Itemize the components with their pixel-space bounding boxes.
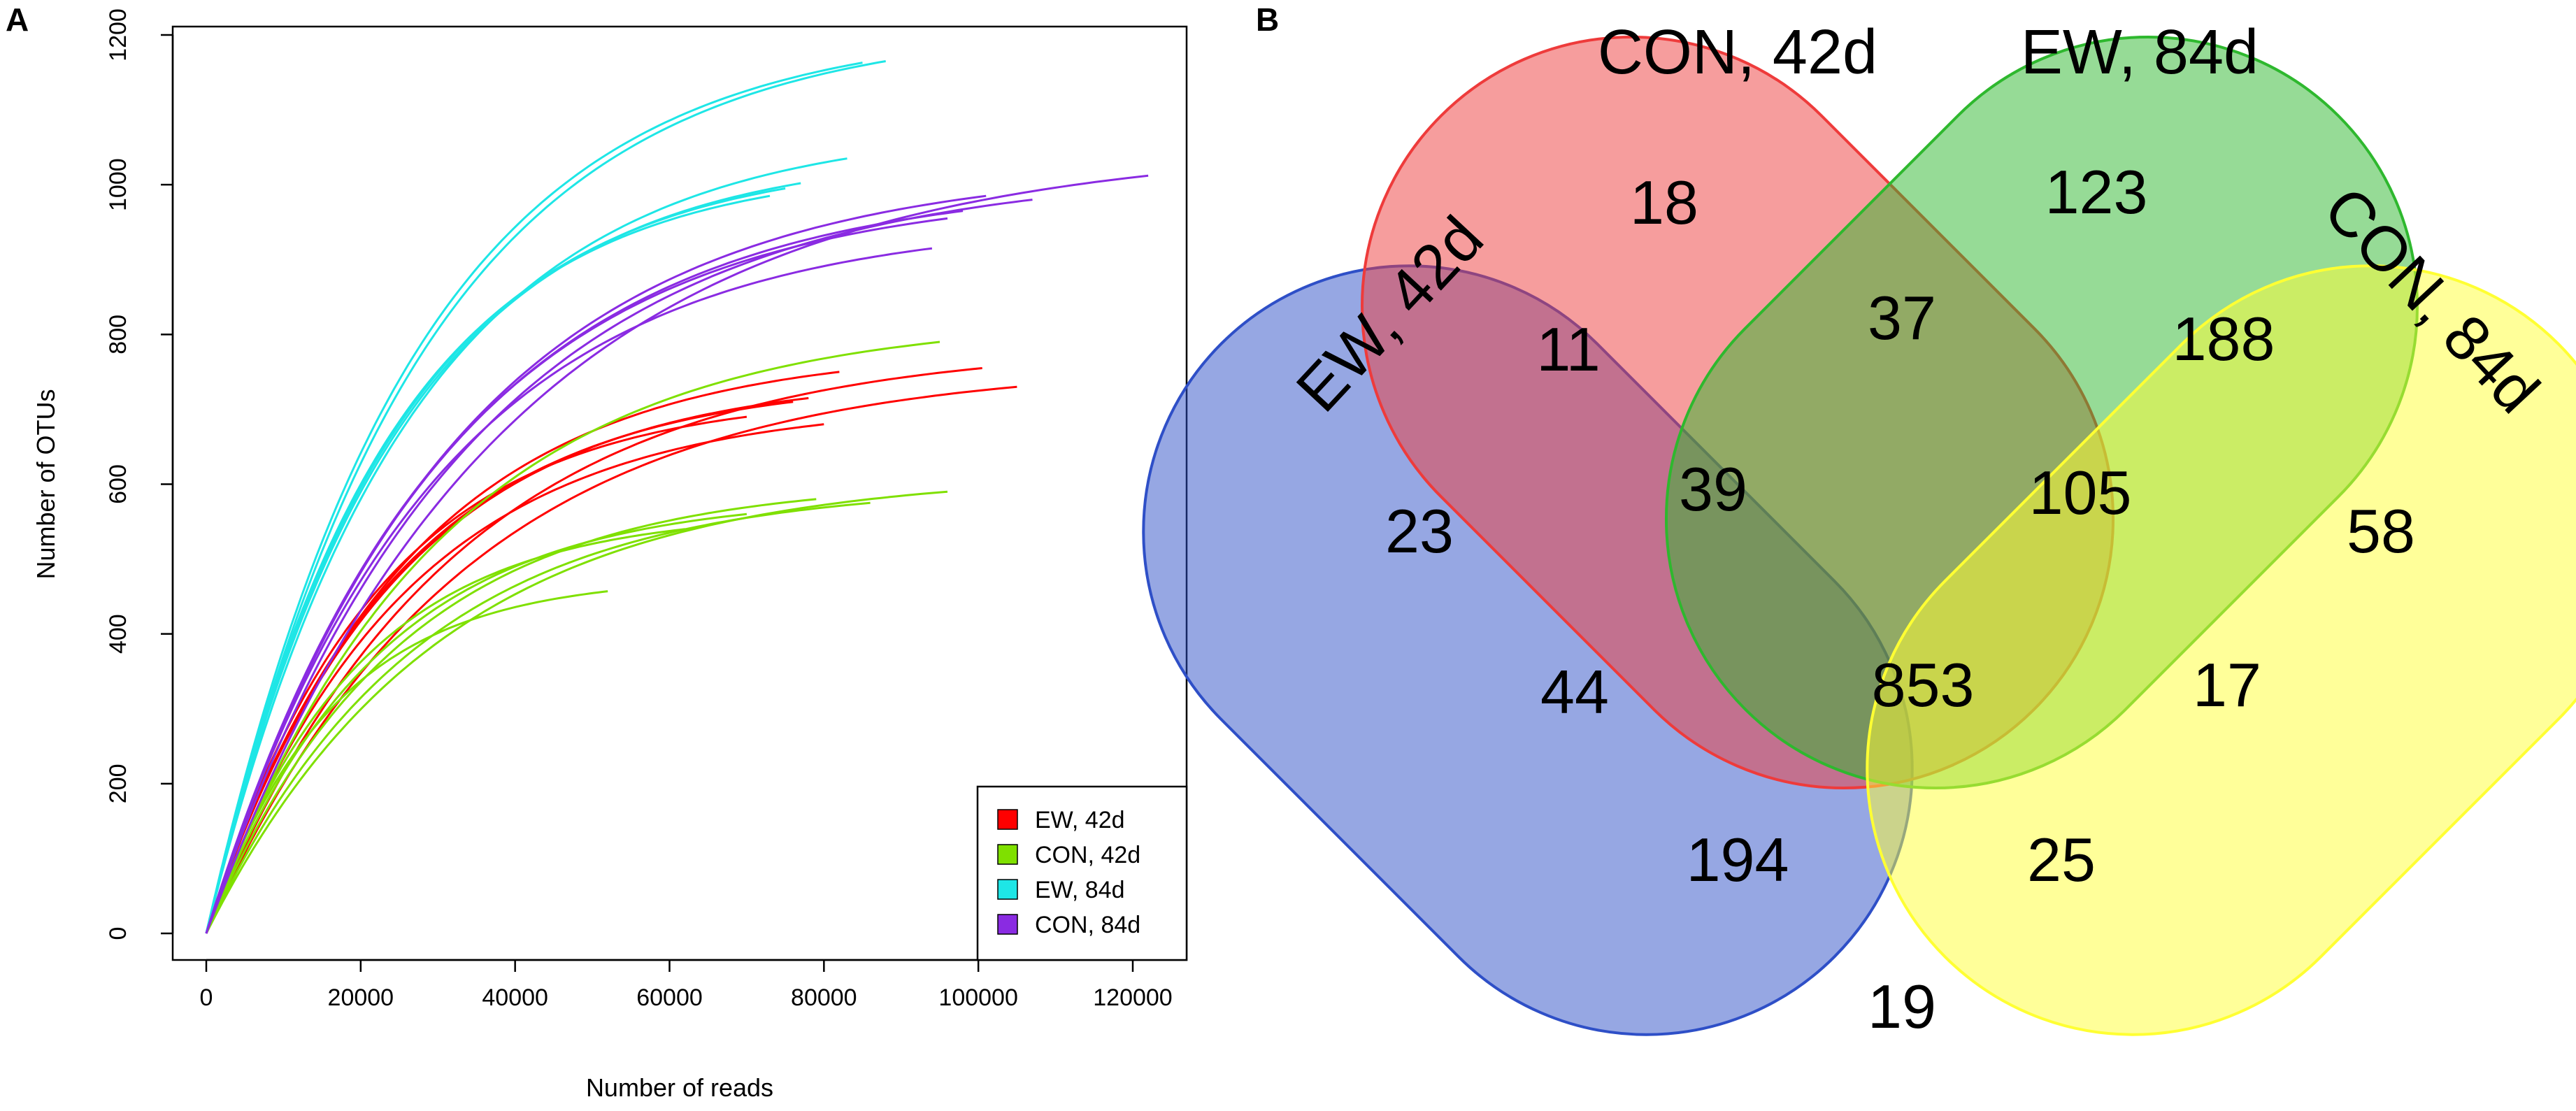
y-axis-title: Number of OTUs [31, 389, 60, 579]
curve-2-0 [205, 60, 886, 934]
curve-2-5 [205, 194, 771, 934]
venn-region-value: 39 [1679, 454, 1747, 524]
y-tick-label: 600 [105, 464, 131, 504]
panel-label-a: A [6, 1, 29, 38]
x-axis-title: Number of reads [586, 1073, 773, 1102]
venn-set-2 [1664, 35, 2419, 790]
venn-region-value: 105 [2029, 458, 2132, 527]
curve-3-5 [205, 217, 948, 934]
curve-0-0 [205, 371, 840, 934]
venn-region-value: 11 [1536, 315, 1600, 384]
curve-3-1 [205, 199, 1033, 934]
curve-2-1 [205, 62, 863, 934]
y-axis: 0 200 400 600 800 1000 1200 [105, 8, 174, 940]
x-axis: 0 20000 40000 60000 80000 100000 120000 [200, 959, 1173, 1011]
y-tick-label: 0 [105, 927, 131, 940]
venn-region-value: 25 [2027, 825, 2096, 894]
x-tick-label: 60000 [636, 984, 703, 1011]
venn-region-value: 18 [1630, 168, 1698, 237]
legend-swatch [997, 879, 1018, 900]
x-tick-label: 20000 [328, 984, 394, 1011]
venn-shapes [1142, 35, 2576, 1036]
venn-region-value: 188 [2173, 304, 2275, 373]
venn-region-value: 123 [2045, 157, 2148, 227]
legend: EW, 42d CON, 42d EW, 84d CON, 84d [976, 785, 1188, 961]
curve-0-2 [205, 367, 982, 934]
venn-region-value: 37 [1868, 283, 1936, 352]
venn-set-1 [1360, 35, 2115, 790]
curve-3-4 [205, 247, 933, 934]
curve-0-1 [205, 385, 1017, 934]
venn-region-value: 58 [2347, 496, 2415, 566]
y-tick-label: 200 [105, 764, 131, 803]
y-tick-label: 400 [105, 614, 131, 654]
venn-set-label: CON, 84d [2310, 174, 2552, 427]
x-tick-label: 0 [200, 984, 213, 1011]
venn-set-label: CON, 42d [1598, 17, 1877, 87]
venn-region-value: 44 [1540, 657, 1609, 726]
x-tick-label: 80000 [791, 984, 857, 1011]
legend-label: CON, 84d [1035, 912, 1140, 938]
curve-1-6 [205, 513, 747, 934]
curve-0-3 [205, 396, 809, 934]
venn-set-labels: EW, 42d CON, 42d EW, 84d CON, 84d [1283, 17, 2552, 427]
venn-region-value: 853 [1872, 650, 1975, 719]
panel-label-b: B [1256, 1, 1279, 38]
curve-2-2 [205, 157, 847, 934]
y-tick-label: 800 [105, 315, 131, 354]
x-tick-label: 120000 [1093, 984, 1172, 1011]
legend-label: EW, 84d [1035, 877, 1125, 903]
venn-set-3 [1866, 264, 2576, 1036]
curve-0-5 [205, 423, 824, 934]
venn-region-value: 23 [1385, 496, 1454, 566]
venn-set-label: EW, 84d [2021, 17, 2259, 87]
curves-group [205, 60, 1149, 934]
curve-3-0 [205, 174, 1149, 934]
legend-swatch [997, 914, 1018, 935]
venn-region-value: 17 [2193, 650, 2261, 719]
curve-1-3 [205, 501, 871, 934]
venn-region-value: 19 [1868, 972, 1936, 1041]
curve-0-4 [205, 415, 747, 934]
y-tick-label: 1000 [105, 158, 131, 211]
legend-label: CON, 42d [1035, 842, 1140, 868]
venn-region-values: 18 123 11 37 188 23 39 105 58 44 853 17 194 25 19 [1385, 157, 2415, 1041]
venn-region-value: 194 [1687, 825, 1789, 894]
x-tick-label: 40000 [482, 984, 548, 1011]
legend-swatch [997, 809, 1018, 830]
curve-1-4 [205, 528, 685, 934]
curve-1-2 [205, 498, 817, 934]
y-tick-label: 1200 [105, 8, 131, 62]
x-tick-label: 100000 [938, 984, 1017, 1011]
curve-1-0 [205, 341, 940, 934]
venn-set-label: EW, 42d [1283, 203, 1496, 425]
rarefaction-chart: A 0 200 400 600 800 1000 1200 0 20000 40000 60000… [6, 1, 1188, 1102]
legend-swatch [997, 844, 1018, 865]
legend-label: EW, 42d [1035, 807, 1125, 833]
